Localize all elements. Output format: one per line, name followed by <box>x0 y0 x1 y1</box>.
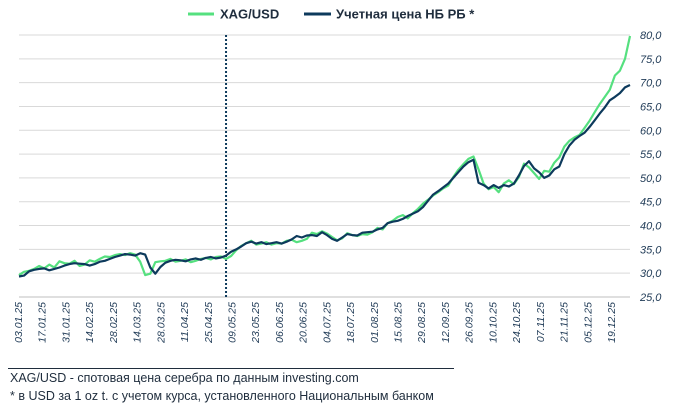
x-tick-label: 07.11.25 <box>535 302 547 342</box>
y-tick-label: 50,0 <box>640 173 662 185</box>
footnote-source: XAG/USD - спотовая цена серебра по данны… <box>10 371 359 385</box>
y-tick-label: 40,0 <box>640 221 662 233</box>
x-tick-label: 23.05.25 <box>250 302 262 344</box>
series-group <box>18 35 632 278</box>
x-tick-label: 18.07.25 <box>345 302 357 343</box>
y-tick-label: 25,0 <box>639 292 662 304</box>
x-tick-label: 03.01.25 <box>13 302 25 343</box>
y-tick-label: 55,0 <box>640 149 662 161</box>
x-tick-label: 12.09.25 <box>440 302 452 343</box>
x-tick-label: 05.12.25 <box>582 302 594 343</box>
x-tick-label: 25.04.25 <box>203 302 215 344</box>
x-tick-label: 31.01.25 <box>60 302 72 343</box>
y-tick-label: 35,0 <box>640 244 662 256</box>
y-tick-label: 30,0 <box>640 268 662 280</box>
y-axis: 25,0 30,0 35,0 40,0 45,0 50,0 55,0 60,0 65,0 70,0… <box>639 30 662 304</box>
x-tick-label: 06.06.25 <box>274 302 286 343</box>
x-tick-label: 28.02.25 <box>108 302 120 344</box>
legend: XAG/USD Учетная цена НБ РБ * <box>188 7 475 22</box>
x-tick-label: 01.08.25 <box>369 302 381 343</box>
y-tick-label: 65,0 <box>640 101 662 113</box>
x-axis: 03.01.25 17.01.25 31.01.25 14.02.25 28.02.25… <box>13 296 630 344</box>
x-tick-label: 20.06.25 <box>298 302 310 344</box>
footnote-units: * в USD за 1 oz t. с учетом курса, устан… <box>10 389 434 403</box>
x-tick-label: 11.04.25 <box>179 302 191 342</box>
y-tick-label: 60,0 <box>640 125 662 137</box>
legend-xag-label: XAG/USD <box>220 7 279 22</box>
x-tick-label: 14.03.25 <box>132 302 144 343</box>
x-tick-label: 14.02.25 <box>84 302 96 343</box>
x-tick-label: 24.10.25 <box>511 302 523 344</box>
x-tick-label: 19.12.25 <box>606 302 618 343</box>
x-tick-label: 28.03.25 <box>155 302 167 344</box>
grid-lines <box>19 34 630 298</box>
y-tick-label: 45,0 <box>640 197 662 209</box>
y-tick-label: 75,0 <box>640 54 662 66</box>
series-nb-rb <box>18 84 631 278</box>
x-tick-label: 29.08.25 <box>416 302 428 344</box>
x-tick-label: 17.01.25 <box>37 302 49 343</box>
x-tick-label: 09.05.25 <box>226 302 238 343</box>
footnote-rule <box>8 368 454 369</box>
legend-nb-label: Учетная цена НБ РБ * <box>336 7 475 22</box>
y-tick-label: 70,0 <box>640 78 662 90</box>
x-tick-label: 10.10.25 <box>487 302 499 343</box>
x-tick-label: 26.09.25 <box>464 302 476 344</box>
x-tick-label: 04.07.25 <box>321 302 333 343</box>
series-xag-usd <box>18 35 632 277</box>
x-tick-label: 21.11.25 <box>559 302 571 343</box>
y-tick-label: 80,0 <box>640 30 662 42</box>
x-tick-label: 15.08.25 <box>393 302 405 343</box>
